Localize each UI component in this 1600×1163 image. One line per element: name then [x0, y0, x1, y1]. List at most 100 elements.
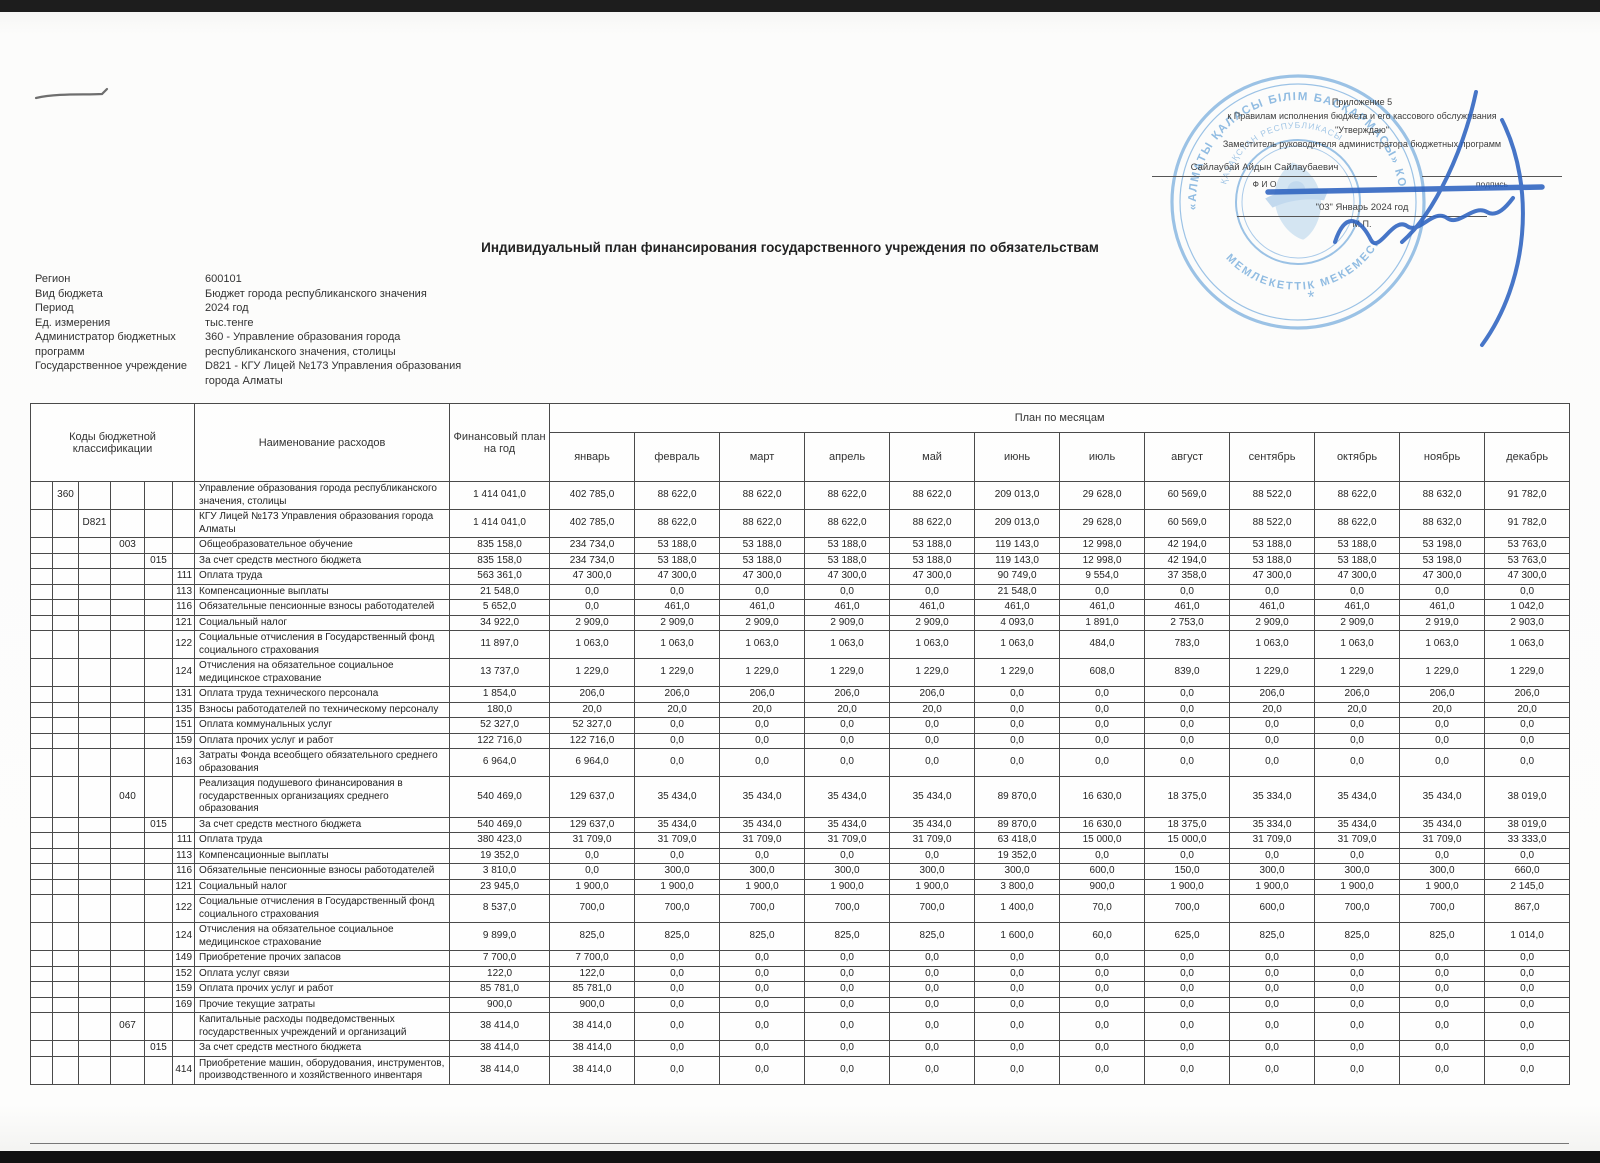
month-value: 35 434,0	[719, 816, 806, 833]
budget-code	[30, 776, 53, 818]
month-value: 1 063,0	[974, 630, 1061, 659]
month-value: 53 188,0	[1314, 537, 1401, 554]
month-value: 0,0	[889, 1055, 976, 1085]
month-value: 0,0	[1314, 732, 1401, 749]
month-value: 89 870,0	[974, 776, 1061, 818]
month-value: 0,0	[1229, 1012, 1316, 1041]
month-value: 53 188,0	[1229, 552, 1316, 569]
month-value: 0,0	[974, 1012, 1061, 1041]
budget-code: 113	[171, 583, 196, 600]
table-row: 169 Прочие текущие затраты 900,0 900,0 0,0 0,…	[30, 996, 1571, 1013]
pen-mark	[34, 87, 109, 100]
month-value: 0,0	[1484, 1055, 1571, 1085]
expense-name: Прочие текущие затраты	[194, 996, 451, 1013]
expense-name: Управление образования города республика…	[194, 481, 451, 510]
table-row: 121 Социальный налог 23 945,0 1 900,0 1 900,…	[30, 878, 1571, 895]
month-value: 0,0	[1314, 583, 1401, 600]
month-value: 1 900,0	[549, 878, 636, 895]
budget-code	[30, 878, 53, 895]
budget-code	[52, 701, 79, 718]
budget-code	[110, 847, 145, 864]
month-value: 825,0	[719, 922, 806, 951]
month-value: 0,0	[1399, 583, 1486, 600]
month-value: 4 093,0	[974, 614, 1061, 631]
year-plan-value: 540 469,0	[449, 776, 551, 818]
month-value: 20,0	[1314, 701, 1401, 718]
month-value: 0,0	[1229, 583, 1316, 600]
month-value: 0,0	[634, 1012, 721, 1041]
table-row: 113 Компенсационные выплаты 21 548,0 0,0 0,0…	[30, 583, 1571, 600]
budget-code	[78, 1012, 111, 1041]
budget-code	[78, 1040, 111, 1057]
month-value: 42 194,0	[1144, 552, 1231, 569]
month-value: 0,0	[804, 965, 891, 982]
budget-code	[52, 965, 79, 982]
month-value: 9 554,0	[1059, 568, 1146, 585]
month-value: 2 909,0	[719, 614, 806, 631]
month-value: 20,0	[1229, 701, 1316, 718]
month-value: 88 622,0	[889, 509, 976, 538]
month-value: 35 434,0	[634, 776, 721, 818]
expense-name: За счет средств местного бюджета	[194, 1040, 451, 1057]
year-plan-value: 180,0	[449, 701, 551, 718]
table-body: 360 Управление образования города республ…	[30, 481, 1571, 1085]
budget-code	[78, 552, 111, 569]
month-value: 0,0	[1484, 950, 1571, 967]
budget-code	[78, 922, 111, 951]
month-value: 300,0	[889, 863, 976, 880]
budget-code	[110, 630, 145, 659]
expense-name: За счет средств местного бюджета	[194, 552, 451, 569]
stamp-star: *	[1306, 287, 1316, 308]
budget-code: D821	[78, 509, 111, 538]
month-value: 37 358,0	[1144, 568, 1231, 585]
budget-code	[144, 981, 173, 998]
month-value: 35 434,0	[804, 776, 891, 818]
table-row: 122 Социальные отчисления в Государственн…	[30, 630, 1571, 659]
month-value: 0,0	[889, 996, 976, 1013]
months-group-header: План по месяцам	[549, 403, 1571, 433]
budget-code	[110, 832, 145, 849]
month-value: 2 145,0	[1484, 878, 1571, 895]
expense-name: За счет средств местного бюджета	[194, 816, 451, 833]
month-header-12: декабрь	[1484, 432, 1571, 482]
month-value: 0,0	[1059, 996, 1146, 1013]
month-value: 35 434,0	[889, 816, 976, 833]
table-row: 131 Оплата труда технического персонала 1 …	[30, 686, 1571, 703]
month-value: 31 709,0	[889, 832, 976, 849]
month-value: 0,0	[974, 686, 1061, 703]
budget-code	[30, 950, 53, 967]
month-value: 53 188,0	[804, 552, 891, 569]
table-row: 122 Социальные отчисления в Государственн…	[30, 894, 1571, 923]
table-row: 116 Обязательные пенсионные взносы работо…	[30, 599, 1571, 616]
month-value: 2 909,0	[889, 614, 976, 631]
month-value: 0,0	[1229, 732, 1316, 749]
month-value: 35 434,0	[804, 816, 891, 833]
handwritten-signature	[1265, 90, 1545, 347]
budget-code	[78, 630, 111, 659]
budget-code	[78, 583, 111, 600]
month-value: 0,0	[1484, 965, 1571, 982]
month-value: 0,0	[634, 732, 721, 749]
budget-code	[52, 922, 79, 951]
month-value: 0,0	[1399, 1040, 1486, 1057]
month-value: 15 000,0	[1059, 832, 1146, 849]
month-value: 0,0	[1059, 732, 1146, 749]
month-value: 6 964,0	[549, 748, 636, 777]
budget-code	[78, 776, 111, 818]
month-value: 461,0	[634, 599, 721, 616]
year-plan-value: 13 737,0	[449, 658, 551, 687]
month-value: 700,0	[1314, 894, 1401, 923]
month-value: 53 188,0	[634, 552, 721, 569]
month-value: 0,0	[1059, 965, 1146, 982]
month-value: 18 375,0	[1144, 816, 1231, 833]
meta-value: 360 - Управление образования города респ…	[205, 331, 401, 358]
month-value: 0,0	[719, 996, 806, 1013]
month-value: 0,0	[1229, 1055, 1316, 1085]
month-value: 20,0	[1399, 701, 1486, 718]
month-value: 1 400,0	[974, 894, 1061, 923]
expense-name: Оплата труда	[194, 832, 451, 849]
month-value: 1 900,0	[1229, 878, 1316, 895]
budget-code: 113	[171, 847, 196, 864]
month-value: 1 042,0	[1484, 599, 1571, 616]
signature-line	[1422, 164, 1562, 178]
